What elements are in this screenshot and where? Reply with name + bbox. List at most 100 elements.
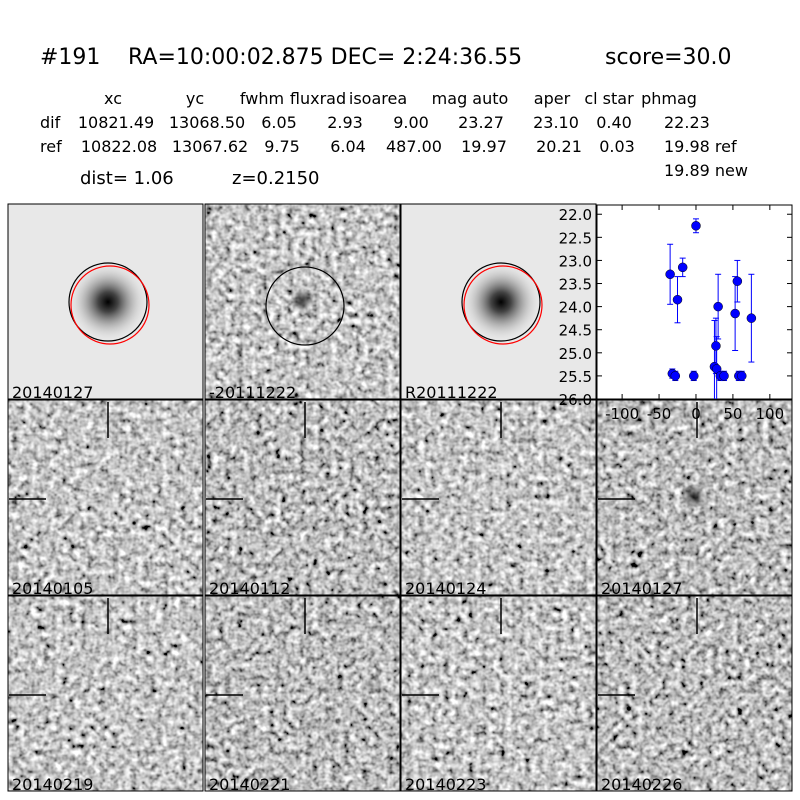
row-label: ref [40,137,62,156]
stamp-border [400,203,597,400]
table-cell: 19.98 ref [664,137,737,156]
stamp-label: R20111222 [405,383,498,402]
y-tick-label: 24.0 [559,299,592,317]
point [732,276,743,286]
stamp-image [8,400,203,595]
stamp: 20140223 [400,595,597,794]
plot-area [596,204,793,400]
plot-marks [665,218,757,399]
table-cell: 13067.62 [172,137,248,156]
new-circle [463,265,543,345]
stamp-image [597,596,792,791]
table-cell: 22.23 [664,113,710,132]
x-tick-label: 50 [723,405,742,423]
y-tick-label: 24.5 [559,322,592,340]
stamp-label: 20140127 [12,383,93,402]
row-label: dif [40,113,61,132]
stamp-label: 20140124 [405,579,486,598]
table-cell: 487.00 [386,137,442,156]
stamp-label: 20140105 [12,579,93,598]
point [672,294,683,305]
stamp-border [204,595,401,792]
column-header: cl star [584,89,634,108]
column-header: xc [104,89,122,108]
x-tick-label: -50 [647,405,672,423]
stamp-label: 20140219 [12,775,93,794]
stamp-grid: 20140127 -20111222 R20111222 20140105 201401… [7,203,793,794]
stamp-border [400,595,597,792]
x-tick-label: 0 [691,405,701,423]
table-cell: 9.00 [393,113,429,132]
source [461,262,541,342]
source [68,262,148,342]
column-header: yc [186,89,204,108]
stamp-image [401,596,596,791]
circle [265,266,345,346]
table-cell: 13068.50 [169,113,245,132]
candidate-id: #191 [40,45,100,70]
point [713,301,723,312]
y-tick-label: 22.0 [559,206,592,224]
light-curve: 22.0 22.5 23.0 23.5 24.0 24.5 25.0 25.5 26.0 -100… [559,204,793,423]
stamp-image [205,400,400,595]
y-tick-label: 23.0 [559,252,592,270]
stamp-label: 20140226 [601,775,682,794]
point [719,371,729,381]
table-cell: 6.05 [261,113,297,132]
table-cell: 0.03 [599,137,635,156]
stamp-border [596,595,793,792]
stamp-label: 20140112 [209,579,290,598]
table-cell: 10822.08 [81,137,157,156]
x-tick-label: 100 [756,405,785,423]
point [730,308,740,319]
y-tick-label: 23.5 [559,276,592,294]
point [677,262,688,273]
stamp-image [401,400,596,595]
y-tick-label: 25.5 [559,368,592,386]
stamp: 20140226 [596,595,793,794]
stamp-border [7,399,204,596]
table-cell: 10821.49 [78,113,154,132]
stamp-border [596,399,793,596]
stamp: 20140127 [7,203,204,402]
redshift: z=0.2150 [232,168,320,189]
source [290,288,314,312]
column-header: mag auto [432,89,509,108]
point [670,371,681,381]
stamp-label: 20140127 [601,579,682,598]
column-header: fwhm [240,89,284,108]
table-cell: 2.93 [327,113,363,132]
x-tick-label: -100 [605,405,639,423]
stamp-border [204,399,401,596]
stamp-label: -20111222 [209,383,296,402]
point [711,341,721,351]
point [737,371,747,381]
ref-circle [68,262,148,342]
stamp: 20140219 [7,595,204,794]
table-cell: 23.27 [458,113,504,132]
table-cell: 6.04 [330,137,366,156]
stamp: 20140127 [596,399,793,598]
point [691,221,701,231]
column-header: fluxrad [290,89,346,108]
column-header: isoarea [349,89,407,108]
stamp-image [8,596,203,791]
column-header: phmag [641,89,697,108]
y-tick-label: 25.0 [559,345,592,363]
source [682,484,706,508]
coordinates: RA=10:00:02.875 DEC= 2:24:36.55 [128,45,522,70]
point [665,269,675,280]
phmag-new: 19.89 new [664,161,748,180]
y-tick-label: 26.0 [559,391,592,409]
new-circle [70,265,150,345]
y-tick-label: 22.5 [559,229,592,247]
stamp-border [204,203,401,400]
table-cell: 23.10 [533,113,579,132]
table-cell: 19.97 [461,137,507,156]
score: score=30.0 [605,45,732,70]
stamp-border [7,595,204,792]
point [746,313,757,323]
stamp: R20111222 [400,203,597,402]
